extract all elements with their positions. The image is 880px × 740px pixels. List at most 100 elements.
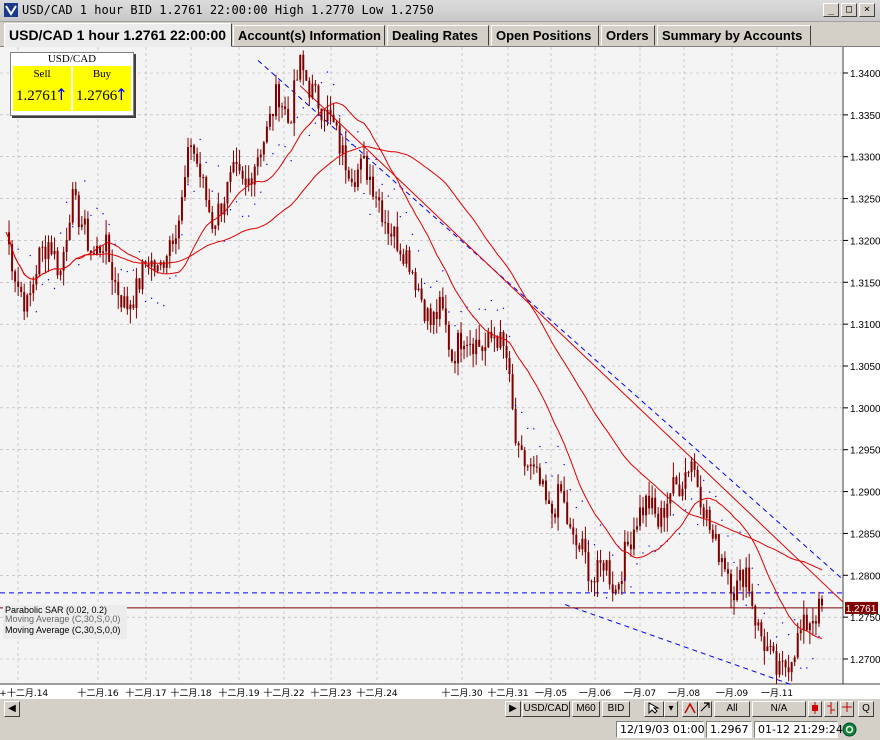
candle-body (347, 170, 350, 179)
candle-body (736, 580, 739, 601)
candle-body (541, 480, 544, 485)
maximize-button[interactable]: □ (841, 3, 857, 17)
legend-moving-average-2[interactable]: Moving Average (C,30,S,0,0) (5, 625, 121, 635)
tab-open-positions[interactable]: Open Positions (491, 25, 599, 46)
candle-body (587, 552, 590, 582)
candle-body (663, 507, 666, 518)
sar-dot (715, 495, 717, 498)
minimize-button[interactable]: _ (823, 3, 839, 17)
sar-dot (678, 533, 681, 535)
scroll-left-button[interactable]: ◀ (4, 701, 20, 717)
candlestick-series (8, 50, 823, 685)
candle-body (226, 181, 229, 204)
current-price-label: 1.2761 (846, 604, 877, 615)
sar-dot (296, 116, 298, 119)
candle-body (472, 343, 475, 355)
candle-chart-icon[interactable] (808, 701, 822, 717)
candle-body (147, 263, 150, 267)
tab-chart-usdcad[interactable]: USD/CAD 1 hour 1.2761 22:00:00 (4, 23, 232, 47)
candle-body (723, 557, 726, 570)
candle-body (739, 569, 742, 581)
sell-quote[interactable]: Sell 1.2761 ↑ (13, 66, 71, 111)
tab-dealing-rates[interactable]: Dealing Rates (387, 25, 489, 46)
candle-body (678, 484, 681, 497)
sar-dot (78, 264, 80, 266)
sar-dot (108, 223, 110, 226)
price-tick-label: 1.2950 (850, 446, 880, 457)
candle-body (62, 251, 65, 271)
candle-body (205, 177, 208, 201)
candle-body (77, 195, 80, 228)
sar-dot (605, 597, 608, 599)
trend-lines (0, 60, 844, 685)
candle-body (356, 169, 359, 187)
candle-body (38, 247, 41, 275)
tool-dropdown-icon[interactable]: ▾ (664, 701, 678, 717)
na-button[interactable]: N/A (752, 701, 806, 717)
candle-body (469, 343, 472, 345)
sar-dot (775, 636, 778, 638)
all-button[interactable]: All (714, 701, 750, 717)
sar-dot (709, 491, 711, 493)
candle-body (390, 233, 393, 237)
sar-dot (411, 233, 414, 236)
candle-body (65, 239, 68, 252)
close-button[interactable]: × (859, 3, 875, 17)
time-tick-label: 十二月.31 (487, 687, 528, 699)
tab-summary-by-accounts[interactable]: Summary by Accounts (657, 25, 811, 46)
candle-body (511, 374, 514, 409)
sar-dot (436, 280, 438, 283)
candle-body (372, 176, 375, 197)
sar-dot (284, 145, 286, 148)
sar-dot (581, 500, 584, 502)
candle-body (599, 560, 602, 563)
price-chart[interactable]: 1.3400 1.3350 1.3300 1.3250 1.3200 1.3150 1.31… (0, 47, 880, 699)
candle-body (717, 534, 720, 563)
candle-body (250, 178, 253, 185)
time-tick-label: 十二月.30 (441, 687, 483, 699)
candle-body (593, 581, 596, 583)
candle-body (399, 250, 402, 255)
period-button[interactable]: M60 (572, 701, 600, 717)
tab-orders[interactable]: Orders (601, 25, 655, 46)
buy-quote[interactable]: Buy 1.2766 ↑ (73, 66, 131, 111)
candle-body (32, 284, 35, 294)
sar-dot (205, 161, 207, 164)
draw-tool-icon[interactable] (682, 701, 698, 717)
candle-body (262, 142, 265, 155)
candle-body (557, 484, 560, 518)
sar-dot (59, 232, 62, 234)
legend-parabolic-sar[interactable]: Parabolic SAR (0.02, 0.2) (5, 605, 108, 615)
sar-dot (545, 461, 547, 464)
legend-moving-average-1[interactable]: Moving Average (C,30,S,0,0) (5, 614, 121, 624)
price-tick-label: 1.3300 (850, 153, 880, 164)
candle-body (699, 486, 702, 508)
sar-dot (575, 506, 577, 509)
price-type-button[interactable]: BID (602, 701, 630, 717)
sar-dot (120, 269, 122, 271)
candle-body (466, 344, 469, 347)
time-tick-label: 一月.06 (579, 688, 612, 699)
sell-price: 1.2761 (16, 88, 58, 104)
crosshair-icon[interactable] (840, 701, 854, 717)
candle-body (529, 464, 532, 467)
bar-chart-icon[interactable] (824, 701, 838, 717)
sar-dot (302, 107, 304, 109)
price-tick-label: 1.3000 (850, 404, 880, 415)
sar-dot (247, 215, 250, 217)
scroll-right-button[interactable]: ▶ (505, 701, 521, 717)
candle-body (47, 242, 50, 260)
cursor-tool-icon[interactable] (644, 701, 664, 717)
tab-account-information[interactable]: Account(s) Information (233, 25, 385, 46)
sar-dot (314, 122, 317, 124)
candle-body (742, 569, 745, 587)
sar-dot (17, 248, 19, 250)
sar-dot (381, 183, 383, 186)
symbol-button[interactable]: USD/CAD (522, 701, 570, 717)
candle-body (569, 523, 572, 528)
query-button[interactable]: Q (858, 701, 874, 717)
zoom-tool-icon[interactable] (698, 701, 712, 717)
candle-body (554, 513, 557, 518)
price-tick-label: 1.3400 (850, 69, 880, 80)
buy-up-arrow-icon: ↑ (114, 85, 128, 104)
